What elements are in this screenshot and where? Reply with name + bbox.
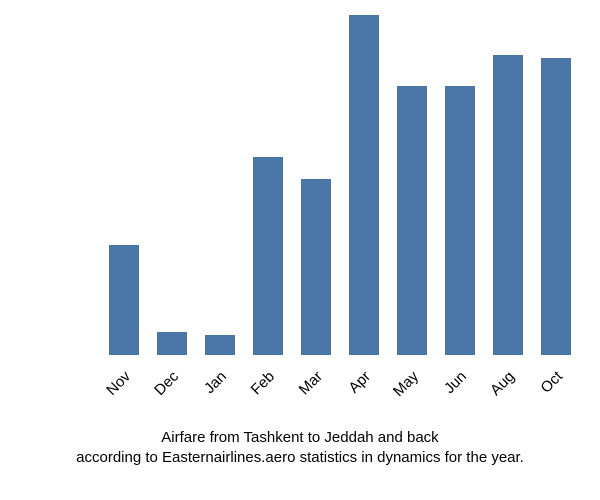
chart-caption: Airfare from Tashkent to Jeddah and back… [0, 428, 600, 469]
bar [397, 86, 427, 355]
bar [349, 15, 379, 355]
bar [541, 58, 571, 356]
plot-area [100, 15, 580, 355]
bar [445, 86, 475, 355]
bar [205, 335, 235, 355]
x-axis-labels: NovDecJanFebMarAprMayJunAugOct [100, 362, 580, 412]
bar-chart [100, 15, 580, 385]
bar [109, 245, 139, 356]
bar [253, 157, 283, 355]
bar [493, 55, 523, 355]
bar [301, 179, 331, 355]
bar [157, 332, 187, 355]
caption-line-2: according to Easternairlines.aero statis… [0, 448, 600, 468]
caption-line-1: Airfare from Tashkent to Jeddah and back [0, 428, 600, 448]
bars-group [100, 15, 580, 355]
